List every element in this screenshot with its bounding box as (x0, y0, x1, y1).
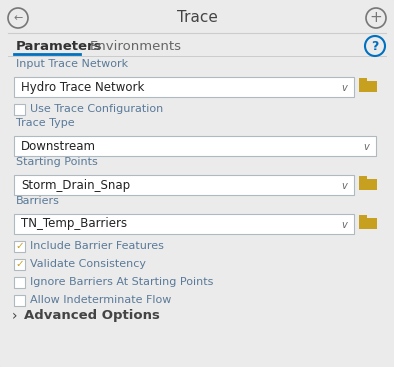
Text: Barriers: Barriers (16, 196, 60, 206)
Bar (14, 175, 354, 195)
Bar (14, 136, 376, 156)
Bar (359, 176, 367, 180)
Text: Parameters: Parameters (16, 40, 102, 52)
Bar (14, 240, 25, 251)
Text: ?: ? (371, 40, 379, 52)
Text: Storm_Drain_Snap: Storm_Drain_Snap (21, 178, 130, 192)
Text: ›: › (12, 309, 17, 323)
Text: Trace Type: Trace Type (16, 118, 74, 128)
Text: ✓: ✓ (15, 259, 24, 269)
Bar (359, 179, 377, 190)
Bar (359, 81, 377, 92)
Text: ←: ← (13, 14, 23, 23)
Bar (14, 276, 25, 287)
Text: Environments: Environments (90, 40, 182, 52)
Bar (359, 215, 367, 219)
Bar (359, 218, 377, 229)
Text: v: v (341, 220, 347, 230)
Bar (359, 78, 367, 82)
Text: Trace: Trace (177, 11, 217, 25)
Text: Downstream: Downstream (21, 139, 96, 153)
Text: TN_Temp_Barriers: TN_Temp_Barriers (21, 218, 127, 230)
Text: Validate Consistency: Validate Consistency (30, 259, 146, 269)
Bar (14, 258, 25, 269)
Text: v: v (341, 83, 347, 93)
Text: Advanced Options: Advanced Options (24, 309, 160, 323)
Bar (14, 77, 354, 97)
Text: Ignore Barriers At Starting Points: Ignore Barriers At Starting Points (30, 277, 214, 287)
Text: v: v (363, 142, 369, 152)
Bar (14, 214, 354, 234)
Text: Include Barrier Features: Include Barrier Features (30, 241, 164, 251)
Text: +: + (370, 11, 382, 25)
Text: Hydro Trace Network: Hydro Trace Network (21, 80, 144, 94)
Bar (14, 103, 25, 115)
Text: Use Trace Configuration: Use Trace Configuration (30, 104, 163, 114)
Bar (14, 294, 25, 305)
Text: Allow Indeterminate Flow: Allow Indeterminate Flow (30, 295, 171, 305)
Text: v: v (341, 181, 347, 191)
Text: Starting Points: Starting Points (16, 157, 98, 167)
Text: Input Trace Network: Input Trace Network (16, 59, 128, 69)
Text: ✓: ✓ (15, 241, 24, 251)
